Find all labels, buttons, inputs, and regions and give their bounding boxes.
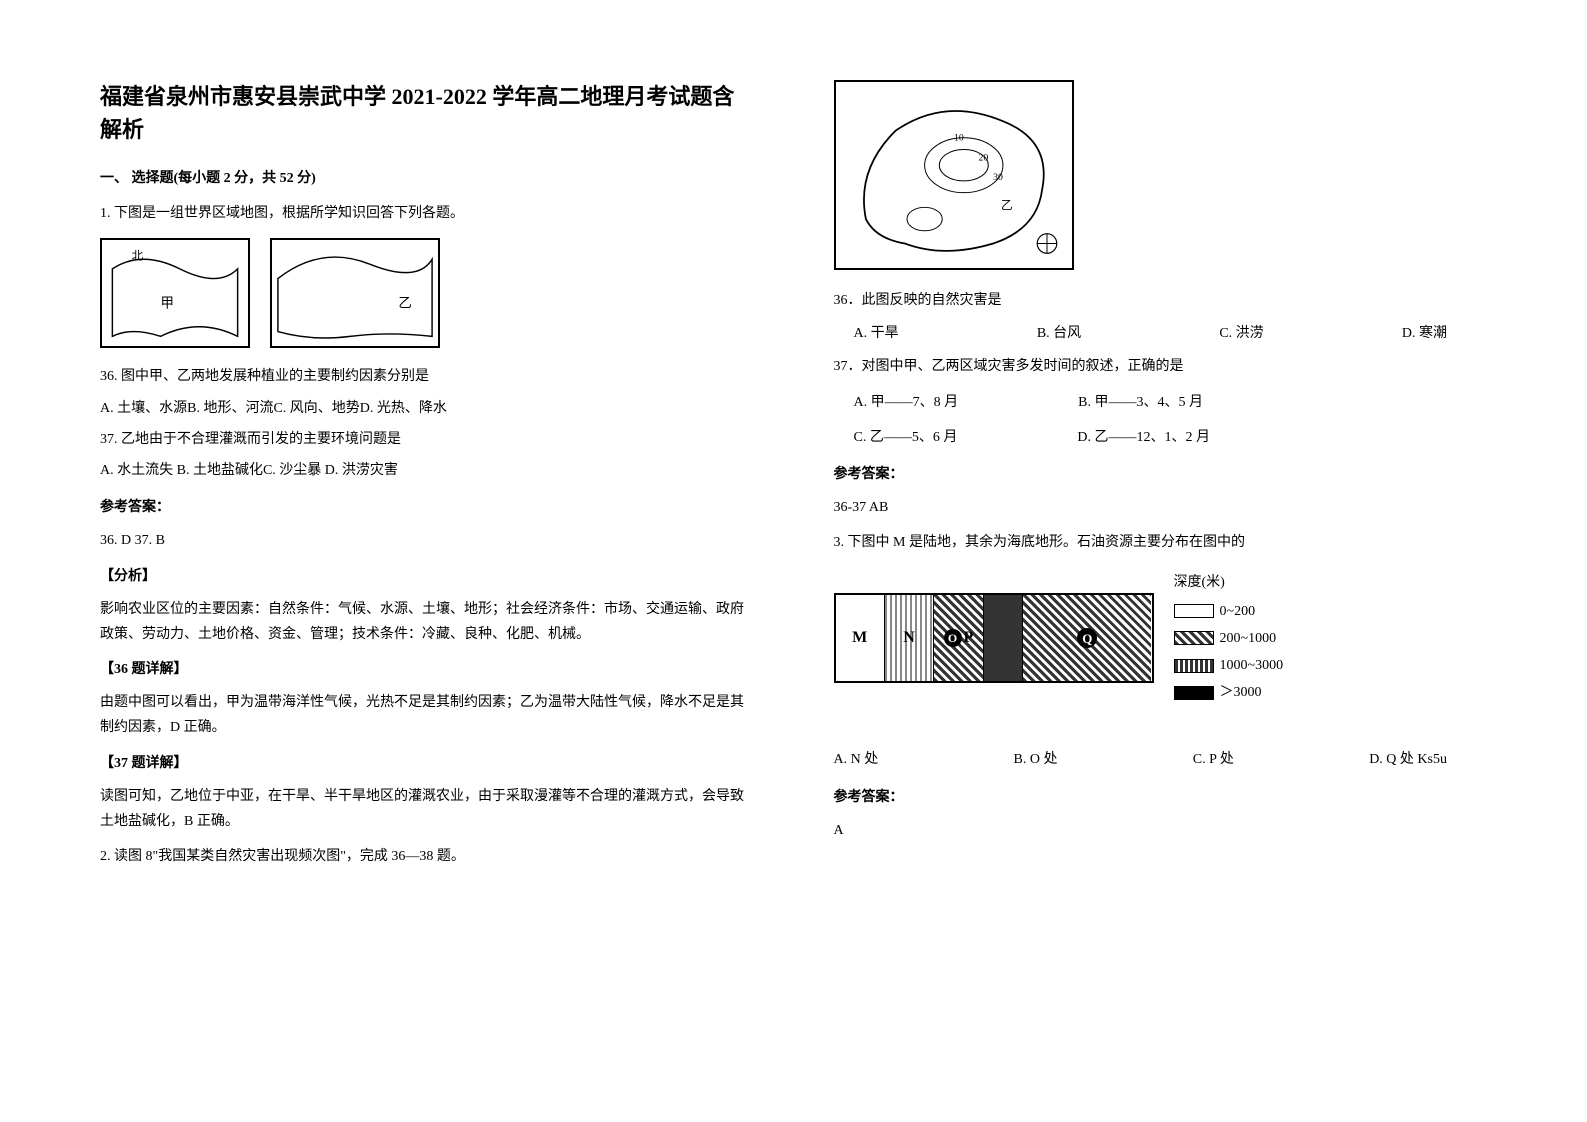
map-icon: 北 甲 bbox=[102, 240, 248, 346]
q2-china-map: 乙 10 20 30 bbox=[834, 80, 1074, 270]
q2-36-opt-b: B. 台风 bbox=[1037, 321, 1081, 346]
q1-sub37-options: A. 水土流失 B. 土地盐碱化C. 沙尘暴 D. 洪涝灾害 bbox=[100, 458, 754, 483]
left-column: 福建省泉州市惠安县崇武中学 2021-2022 学年高二地理月考试题含解析 一、… bbox=[100, 80, 754, 879]
map-label-jia: 甲 bbox=[161, 296, 174, 311]
q2-intro: 2. 读图 8"我国某类自然灾害出现频次图"，完成 36—38 题。 bbox=[100, 844, 754, 869]
q2-37-opt-d: D. 乙——12、1、2 月 bbox=[1077, 425, 1210, 450]
legend-text-2: 200~1000 bbox=[1220, 626, 1277, 651]
q2-sub37-options-row1: A. 甲——7、8 月 B. 甲——3、4、5 月 bbox=[854, 390, 1488, 415]
page: 福建省泉州市惠安县崇武中学 2021-2022 学年高二地理月考试题含解析 一、… bbox=[100, 80, 1487, 879]
q1-map-yi: 乙 bbox=[270, 238, 440, 348]
label-o: O bbox=[944, 629, 962, 647]
legend-row-3: 1000~3000 bbox=[1174, 653, 1284, 678]
q3-opt-a: A. N 处 bbox=[834, 747, 879, 772]
exam-title: 福建省泉州市惠安县崇武中学 2021-2022 学年高二地理月考试题含解析 bbox=[100, 80, 754, 146]
seg-op: O P bbox=[934, 595, 983, 681]
q3-answers: A bbox=[834, 818, 1488, 843]
q1-answers: 36. D 37. B bbox=[100, 528, 754, 553]
svg-text:30: 30 bbox=[993, 172, 1003, 183]
q2-37-opt-a: A. 甲——7、8 月 bbox=[854, 390, 959, 415]
q1-analysis-label: 【分析】 bbox=[100, 564, 754, 589]
legend-row-2: 200~1000 bbox=[1174, 626, 1284, 651]
label-p: P bbox=[964, 624, 974, 653]
depth-legend: 深度(米) 0~200 200~1000 1000~3000 ＞3000 bbox=[1174, 570, 1284, 708]
legend-text-1: 0~200 bbox=[1220, 599, 1256, 624]
q1-detail37-text: 读图可知，乙地位于中亚，在干旱、半干旱地区的灌溉农业，由于采取漫灌等不合理的灌溉… bbox=[100, 784, 754, 834]
q3-options: A. N 处 B. O 处 C. P 处 D. Q 处 Ks5u bbox=[834, 747, 1448, 772]
q1-detail36-text: 由题中图可以看出，甲为温带海洋性气候，光热不足是其制约因素；乙为温带大陆性气候，… bbox=[100, 690, 754, 740]
map-label-yi: 乙 bbox=[398, 296, 412, 311]
q1-detail37-label: 【37 题详解】 bbox=[100, 751, 754, 776]
swatch-icon bbox=[1174, 604, 1214, 618]
right-column: 乙 10 20 30 36．此图反映的自然灾害是 A. 干旱 B. 台风 C. … bbox=[834, 80, 1488, 879]
svg-text:乙: 乙 bbox=[1000, 199, 1012, 212]
q1-analysis-text: 影响农业区位的主要因素：自然条件：气候、水源、土壤、地形；社会经济条件：市场、交… bbox=[100, 597, 754, 647]
q1-sub36-options: A. 土壤、水源B. 地形、河流C. 风向、地势D. 光热、降水 bbox=[100, 396, 754, 421]
q3-answer-label: 参考答案： bbox=[834, 785, 1488, 810]
q2-sub37-options-row2: C. 乙——5、6 月 D. 乙——12、1、2 月 bbox=[854, 425, 1488, 450]
label-q: Q bbox=[1077, 628, 1097, 648]
legend-text-4: ＞3000 bbox=[1220, 680, 1262, 705]
q2-answers: 36-37 AB bbox=[834, 495, 1488, 520]
legend-row-1: 0~200 bbox=[1174, 599, 1284, 624]
q1-answer-label: 参考答案： bbox=[100, 495, 754, 520]
seg-q: Q bbox=[1023, 595, 1151, 681]
swatch-icon bbox=[1174, 686, 1214, 700]
q2-sub36-options: A. 干旱 B. 台风 C. 洪涝 D. 寒潮 bbox=[854, 321, 1448, 346]
q1-map-jia: 北 甲 bbox=[100, 238, 250, 348]
legend-text-3: 1000~3000 bbox=[1220, 653, 1284, 678]
q1-sub36: 36. 图中甲、乙两地发展种植业的主要制约因素分别是 bbox=[100, 364, 754, 389]
q2-answer-label: 参考答案： bbox=[834, 462, 1488, 487]
q3-opt-d: D. Q 处 Ks5u bbox=[1369, 747, 1447, 772]
q3-opt-c: C. P 处 bbox=[1193, 747, 1234, 772]
q2-37-opt-b: B. 甲——3、4、5 月 bbox=[1078, 390, 1203, 415]
q3-diagram: M N O P Q 深度(米) 0~200 200~1000 1000~3000… bbox=[834, 570, 1488, 708]
q2-36-opt-a: A. 干旱 bbox=[854, 321, 899, 346]
q2-37-opt-c: C. 乙——5、6 月 bbox=[854, 425, 958, 450]
swatch-icon bbox=[1174, 631, 1214, 645]
cross-section-diagram: M N O P Q bbox=[834, 593, 1154, 683]
map-icon: 乙 bbox=[272, 240, 438, 346]
q2-sub37: 37．对图中甲、乙两区域灾害多发时间的叙述，正确的是 bbox=[834, 354, 1488, 379]
legend-row-4: ＞3000 bbox=[1174, 680, 1284, 705]
svg-text:20: 20 bbox=[978, 152, 988, 163]
seg-n: N bbox=[885, 595, 934, 681]
q2-36-opt-d: D. 寒潮 bbox=[1402, 321, 1447, 346]
swatch-icon bbox=[1174, 659, 1214, 673]
seg-m: M bbox=[836, 595, 885, 681]
china-map-icon: 乙 10 20 30 bbox=[836, 82, 1072, 268]
svg-text:10: 10 bbox=[954, 133, 964, 144]
q2-sub36: 36．此图反映的自然灾害是 bbox=[834, 288, 1488, 313]
q2-36-opt-c: C. 洪涝 bbox=[1219, 321, 1263, 346]
seg-deep bbox=[984, 595, 1024, 681]
q1-detail36-label: 【36 题详解】 bbox=[100, 657, 754, 682]
section-1-header: 一、 选择题(每小题 2 分，共 52 分) bbox=[100, 166, 754, 191]
q1-maps: 北 甲 乙 bbox=[100, 238, 754, 348]
q1-intro: 1. 下图是一组世界区域地图，根据所学知识回答下列各题。 bbox=[100, 201, 754, 226]
q1-sub37: 37. 乙地由于不合理灌溉而引发的主要环境问题是 bbox=[100, 427, 754, 452]
q3-intro: 3. 下图中 M 是陆地，其余为海底地形。石油资源主要分布在图中的 bbox=[834, 530, 1488, 555]
legend-title: 深度(米) bbox=[1174, 570, 1284, 595]
q3-opt-b: B. O 处 bbox=[1014, 747, 1058, 772]
